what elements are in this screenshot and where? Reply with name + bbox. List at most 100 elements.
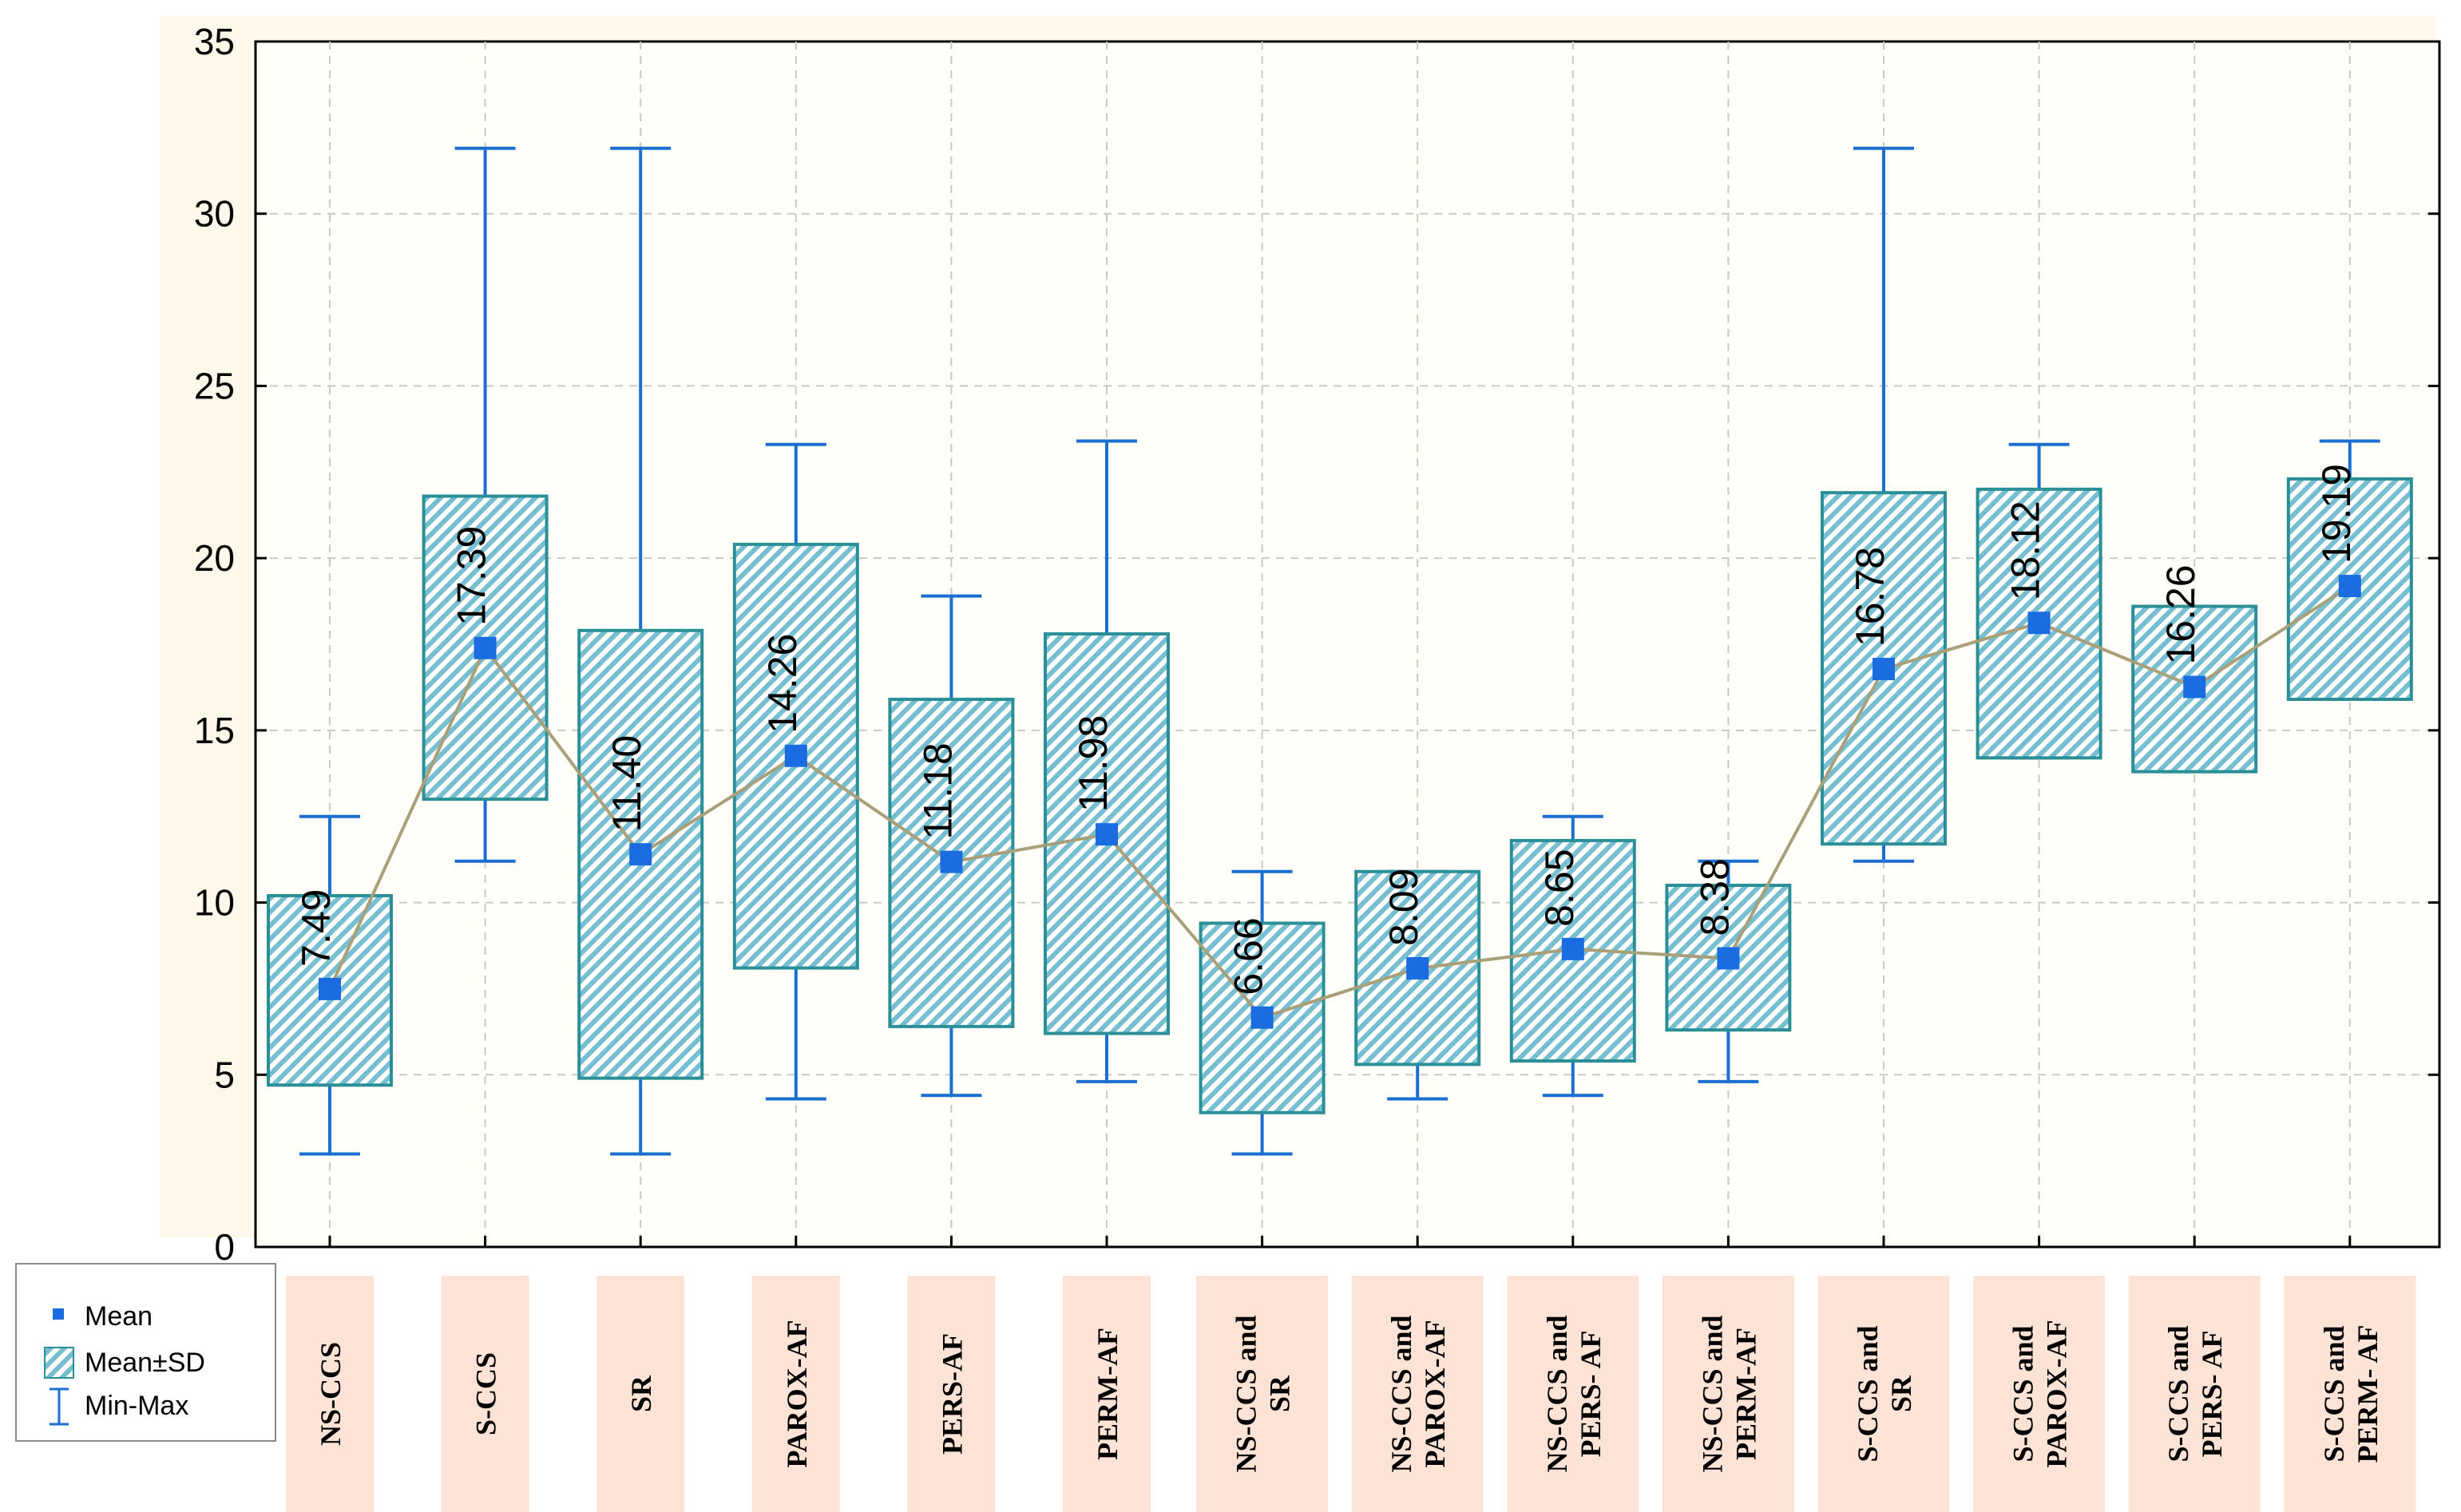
category-label-text: PERM-AF — [1092, 1328, 1124, 1460]
mean-labels: 7.49 17.39 11.40 14.26 11.18 11.98 6.66 8.09 8.6… — [294, 464, 2359, 995]
category-label-bg — [1973, 1276, 2106, 1512]
category-label-bg — [2128, 1276, 2261, 1512]
category-label-text: NS-CCS and — [1696, 1315, 1728, 1472]
legend-range-icon — [50, 1387, 69, 1426]
category-label-bg — [596, 1276, 685, 1512]
category-label-text: S-CCS and — [2007, 1325, 2039, 1462]
category-label-bg — [1196, 1276, 1329, 1512]
y-tick-label: 20 — [194, 537, 235, 579]
mean-line — [319, 575, 2361, 1029]
mean-marker — [319, 977, 341, 1000]
category-label-text: S-CCS — [470, 1352, 502, 1435]
y-tick-label: 15 — [194, 710, 235, 751]
category-label: NS-CCS and PERM-AF — [1662, 1276, 1794, 1512]
legend-sd-label: Mean±SD — [85, 1348, 205, 1378]
mean-marker — [629, 843, 652, 866]
legend-range-label: Min-Max — [85, 1391, 188, 1421]
category-label-text: PAROX-AF — [2041, 1320, 2073, 1467]
mean-value-label: 16.26 — [2158, 564, 2203, 664]
mean-value-label: 11.18 — [915, 742, 960, 839]
category-label-text: PERS- AF — [2196, 1330, 2228, 1457]
category-labels: NS-CCS S-CCS SR PAROX-AF PERS-AF PERM-AF NS-CC… — [286, 1276, 2416, 1512]
category-label-text: SR — [1264, 1375, 1296, 1412]
category-label-text: PERM- AF — [2352, 1325, 2384, 1463]
category-label: NS-CCS and SR — [1196, 1276, 1329, 1512]
category-label-bg — [1817, 1276, 1950, 1512]
category-label-text: NS-CCS — [315, 1342, 347, 1446]
category-label-bg — [441, 1276, 529, 1512]
category-label: S-CCS and PERS- AF — [2128, 1276, 2261, 1512]
legend-sd-swatch-icon — [44, 1347, 74, 1379]
legend-mean-label: Mean — [85, 1301, 153, 1332]
category-label-bg — [2284, 1276, 2416, 1512]
y-tick-label: 30 — [194, 193, 235, 235]
category-label-text: PAROX-AF — [1419, 1320, 1451, 1467]
mean-marker — [1561, 937, 1584, 960]
category-label-text: NS-CCS and — [1385, 1315, 1417, 1472]
mean-marker — [2183, 675, 2206, 699]
category-label-text: PERS-AF — [936, 1333, 968, 1455]
mean-value-label: 7.49 — [294, 889, 339, 967]
mean-value-label: 8.65 — [1537, 849, 1582, 926]
category-label-bg — [751, 1276, 840, 1512]
mean-marker — [2338, 575, 2361, 598]
legend: Mean Mean±SD Min-Max — [15, 1263, 276, 1442]
y-tick-label: 0 — [214, 1226, 235, 1268]
category-label-bg — [907, 1276, 996, 1512]
mean-value-label: 8.38 — [1692, 858, 1737, 936]
mean-marker — [1872, 658, 1895, 681]
category-label-bg — [1063, 1276, 1151, 1512]
category-label: S-CCS and PAROX-AF — [1973, 1276, 2106, 1512]
category-label: NS-CCS — [286, 1276, 374, 1512]
mean-connector — [328, 584, 2351, 1019]
category-label-text: S-CCS and — [2162, 1325, 2194, 1462]
category-label: S-CCS — [441, 1276, 529, 1512]
mean-marker — [1096, 823, 1118, 846]
mean-value-label: 16.78 — [1848, 547, 1892, 647]
y-axis: 0 5 10 15 20 25 30 35 — [194, 21, 2439, 1268]
mean-marker — [2027, 612, 2051, 635]
category-label-bg — [1507, 1276, 1639, 1512]
mean-value-label: 11.40 — [604, 735, 649, 832]
category-label-text: NS-CCS and — [1230, 1315, 1262, 1472]
mean-marker — [1717, 947, 1740, 970]
category-label-text: S-CCS and — [1852, 1325, 1884, 1462]
y-tick-label: 25 — [194, 365, 235, 406]
category-label-text: PERS- AF — [1575, 1330, 1607, 1457]
mean-value-label: 19.19 — [2314, 464, 2359, 564]
category-label: PERS-AF — [907, 1276, 996, 1512]
category-label: S-CCS and SR — [1817, 1276, 1950, 1512]
category-label-text: NS-CCS and — [1541, 1315, 1573, 1472]
category-label-bg — [286, 1276, 374, 1512]
mean-value-label: 17.39 — [450, 526, 494, 626]
mean-marker — [1250, 1006, 1274, 1029]
category-label-bg — [1662, 1276, 1794, 1512]
mean-value-label: 6.66 — [1227, 917, 1271, 995]
category-label-text: SR — [1885, 1375, 1917, 1412]
legend-mean-marker-icon — [53, 1308, 64, 1320]
mean-value-label: 8.09 — [1381, 869, 1426, 946]
mean-marker — [940, 850, 963, 873]
category-label-bg — [1351, 1276, 1484, 1512]
mean-value-label: 18.12 — [2003, 501, 2048, 600]
category-label: PERM-AF — [1063, 1276, 1151, 1512]
category-label-text: SR — [625, 1375, 657, 1412]
category-label: PAROX-AF — [751, 1276, 840, 1512]
mean-marker — [784, 744, 807, 767]
category-label-text: S-CCS and — [2318, 1325, 2350, 1462]
category-label-text: PAROX-AF — [781, 1320, 813, 1467]
mean-value-label: 14.26 — [760, 634, 805, 734]
mean-value-label: 11.98 — [1071, 715, 1116, 812]
category-label: NS-CCS and PERS- AF — [1507, 1276, 1639, 1512]
category-label-text: PERM-AF — [1730, 1328, 1762, 1460]
mean-marker — [1406, 956, 1429, 980]
category-label: S-CCS and PERM- AF — [2284, 1276, 2416, 1512]
box-group — [267, 814, 393, 1156]
y-tick-label: 10 — [194, 882, 235, 924]
y-tick-label: 35 — [194, 21, 235, 62]
y-tick-label: 5 — [214, 1054, 235, 1095]
category-label: SR — [596, 1276, 685, 1512]
mean-marker — [474, 636, 497, 659]
box-group — [888, 594, 1015, 1098]
